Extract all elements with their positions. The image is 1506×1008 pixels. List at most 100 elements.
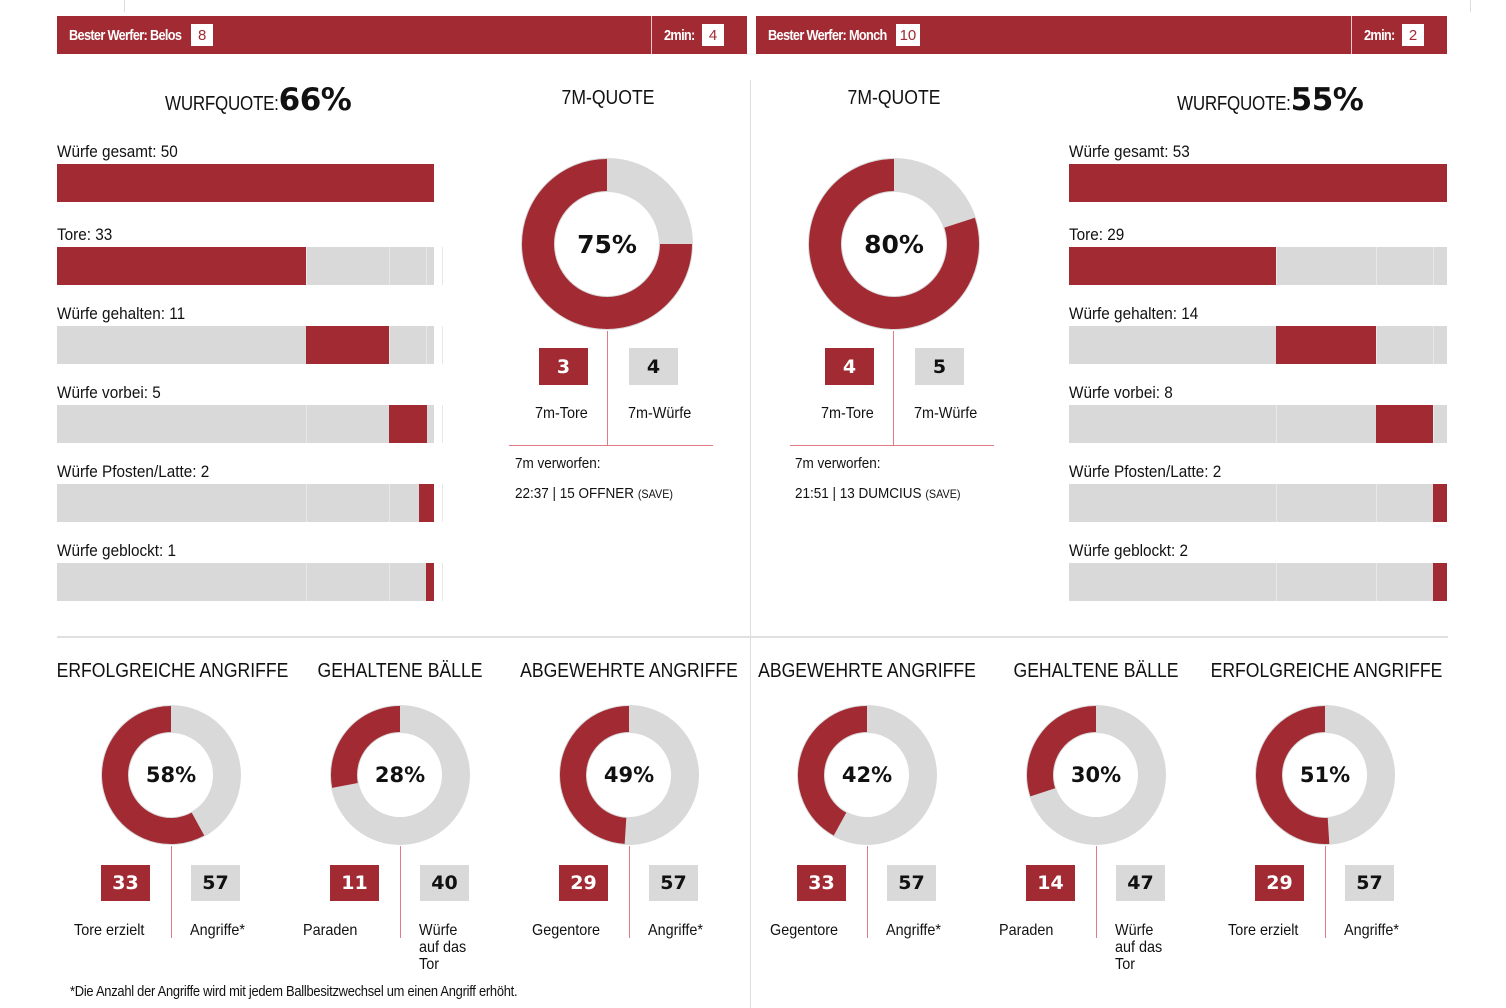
grey-value-label: Würfe auf das Tor xyxy=(1115,922,1163,973)
two-min-label: 2min: xyxy=(1364,26,1395,44)
bar-fill xyxy=(1069,247,1276,285)
bar-tick xyxy=(442,405,443,443)
section-separator xyxy=(57,636,1448,638)
7m-goals-box: 3 xyxy=(539,348,588,385)
bar-fill xyxy=(57,164,434,202)
red-value-box: 33 xyxy=(101,865,150,901)
bar-track xyxy=(57,247,443,285)
red-value-box: 29 xyxy=(1255,865,1304,901)
grey-value-box: 57 xyxy=(649,865,698,901)
red-value-label: Gegentore xyxy=(770,922,839,939)
right-team-banner: Bester Werfer: Monch 10 2min: 2 xyxy=(756,16,1447,54)
bar-tick xyxy=(1433,405,1434,443)
bar-tick xyxy=(1276,247,1277,285)
grey-value-label: Angriffe* xyxy=(190,922,245,939)
red-value-box: 11 xyxy=(330,865,379,901)
pointer-hline xyxy=(790,445,994,446)
7m-missed-title: 7m verworfen: xyxy=(795,455,881,472)
donut-hole xyxy=(358,733,442,817)
red-value-box: 33 xyxy=(797,865,846,901)
top-divider-right xyxy=(1470,0,1471,12)
banner-divider xyxy=(1351,16,1352,54)
pointer-line xyxy=(1096,846,1097,938)
grey-value-box: 57 xyxy=(887,865,936,901)
donut-svg xyxy=(559,705,699,845)
7m-goals-box: 4 xyxy=(825,348,874,385)
bar-tick xyxy=(306,247,307,285)
bar-label: Würfe gehalten: 14 xyxy=(1069,304,1199,323)
right-wurfquote: WURFQUOTE:55% xyxy=(1157,82,1364,118)
grey-value-label: Angriffe* xyxy=(648,922,703,939)
red-value-label: Tore erzielt xyxy=(1228,922,1299,939)
right-7m-title: 7M-QUOTE xyxy=(847,87,941,109)
left-wurfquote: WURFQUOTE:66% xyxy=(145,82,352,118)
bar-track xyxy=(57,563,443,601)
pointer-line xyxy=(171,846,172,938)
red-value-label: Gegentore xyxy=(532,922,601,939)
donut-hole xyxy=(842,192,946,296)
pointer-line xyxy=(1325,846,1326,938)
red-value-label: Paraden xyxy=(999,922,1054,939)
left-7m-donut: 75% xyxy=(520,157,694,331)
donut-percent: 80% xyxy=(864,229,924,259)
pointer-line xyxy=(893,331,894,446)
bar-label: Tore: 29 xyxy=(1069,225,1125,244)
grey-value-box: 57 xyxy=(1345,865,1394,901)
7m-missed-entry: 21:51 | 13 DUMCIUS (SAVE) xyxy=(795,485,961,502)
attack-donut: 30% xyxy=(1025,704,1167,846)
donut-hole xyxy=(1283,733,1367,817)
grey-value-label: Angriffe* xyxy=(886,922,941,939)
donut-title: GEHALTENE BÄLLE xyxy=(317,660,483,682)
bar-track xyxy=(57,484,443,522)
donut-slice xyxy=(1256,706,1330,844)
7m-attempts-label: 7m-Würfe xyxy=(914,405,978,422)
bar-label: Würfe Pfosten/Latte: 2 xyxy=(57,462,210,481)
7m-missed-entry: 22:37 | 15 OFFNER (SAVE) xyxy=(515,485,673,502)
pointer-line xyxy=(867,846,868,938)
bar-tick xyxy=(442,247,443,285)
wurfquote-label: WURFQUOTE: xyxy=(165,93,279,115)
donut-hole xyxy=(129,733,213,817)
donut-slice xyxy=(102,706,205,844)
best-thrower-label: Bester Werfer: Belos xyxy=(69,26,182,44)
best-thrower-label: Bester Werfer: Monch xyxy=(768,26,887,44)
bar-fill xyxy=(57,247,306,285)
donut-percent: 58% xyxy=(145,763,197,787)
bar-fill xyxy=(426,563,434,601)
bar-tick xyxy=(389,484,390,522)
bar-tick xyxy=(426,326,427,364)
red-value-box: 14 xyxy=(1026,865,1075,901)
attack-donut: 51% xyxy=(1254,704,1396,846)
bar-track xyxy=(57,326,443,364)
center-divider xyxy=(750,80,751,1008)
bar-track xyxy=(1069,563,1447,601)
donut-slice xyxy=(1027,706,1097,797)
bar-label: Würfe gesamt: 50 xyxy=(57,142,178,161)
donut-slice xyxy=(522,159,692,329)
bar-label: Würfe geblockt: 2 xyxy=(1069,541,1189,560)
donut-hole xyxy=(1054,733,1138,817)
bar-tick xyxy=(426,247,427,285)
bar-label: Würfe Pfosten/Latte: 2 xyxy=(1069,462,1222,481)
donut-percent: 51% xyxy=(1299,763,1351,787)
7m-missed-title: 7m verworfen: xyxy=(515,455,601,472)
wurfquote-value: 55% xyxy=(1290,82,1364,118)
bar-tick xyxy=(306,563,307,601)
missed-entry-text: 22:37 | 15 OFFNER xyxy=(515,485,635,502)
donut-slice xyxy=(798,706,868,836)
bar-label: Würfe vorbei: 8 xyxy=(1069,383,1173,402)
donut-slice xyxy=(560,706,630,844)
missed-entry-text: 21:51 | 13 DUMCIUS xyxy=(795,485,922,502)
grey-value-box: 47 xyxy=(1116,865,1165,901)
donut-svg xyxy=(1255,705,1395,845)
bar-fill xyxy=(1433,484,1447,522)
attack-donut: 42% xyxy=(796,704,938,846)
donut-svg xyxy=(330,705,470,845)
donut-svg xyxy=(808,158,980,330)
bar-label: Würfe vorbei: 5 xyxy=(57,383,161,402)
bar-tick xyxy=(1376,326,1377,364)
wurfquote-value: 66% xyxy=(278,82,352,118)
attack-donut: 58% xyxy=(100,704,242,846)
donut-svg xyxy=(797,705,937,845)
attack-donut: 49% xyxy=(558,704,700,846)
